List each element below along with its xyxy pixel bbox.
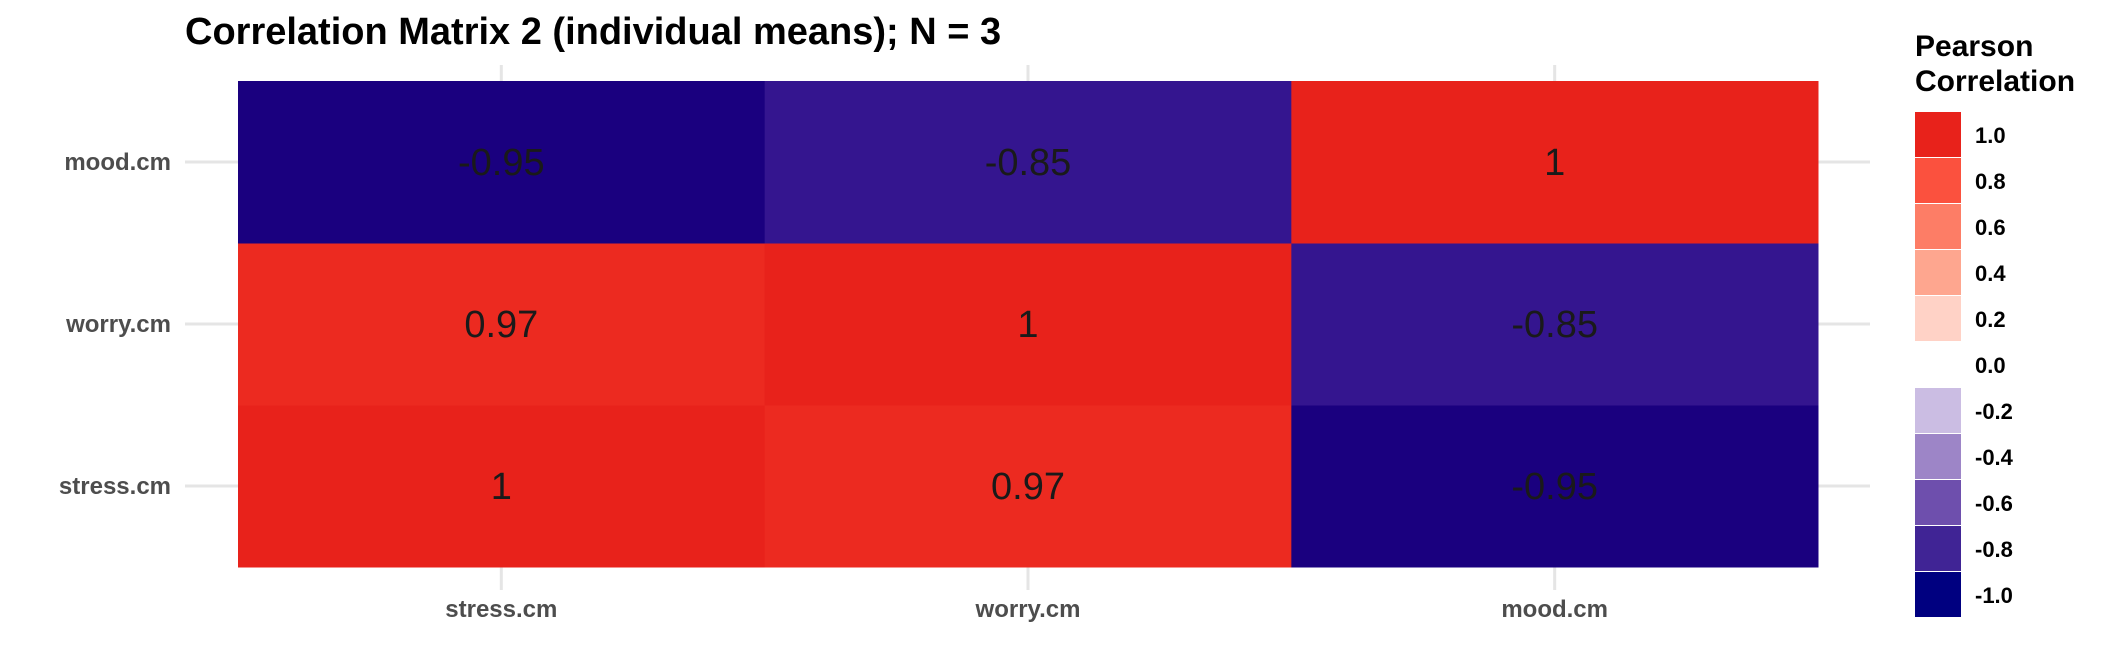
cell-value-label: -0.95 xyxy=(458,142,545,184)
legend-label: 0.0 xyxy=(1975,353,2006,378)
legend-key xyxy=(1915,204,1961,249)
axis-ticks: stress.cm worry.cm mood.cm stress.cm worry.c… xyxy=(59,149,1608,623)
legend-label: 0.4 xyxy=(1975,261,2006,286)
cell-value-label: -0.95 xyxy=(1511,466,1598,508)
legend-key xyxy=(1915,296,1961,341)
legend-label: -0.8 xyxy=(1975,537,2013,562)
legend-key xyxy=(1915,572,1961,617)
heatmap-cell-stress.cm-stress.cm xyxy=(238,405,766,568)
heatmap-cell-stress.cm-worry.cm xyxy=(764,405,1292,568)
heatmap-cell-worry.cm-mood.cm xyxy=(1291,243,1819,406)
legend-key xyxy=(1915,158,1961,203)
cell-value-label: 0.97 xyxy=(464,304,538,346)
legend-key xyxy=(1915,526,1961,571)
cell-value-label: 0.97 xyxy=(991,466,1065,508)
heatmap-cells: 1 0.97 -0.95 0.97 1 -0.85 -0.95 -0.85 1 xyxy=(238,81,1819,568)
heatmap-cell-mood.cm-mood.cm xyxy=(1291,81,1819,244)
legend-key xyxy=(1915,388,1961,433)
legend-label: 0.6 xyxy=(1975,215,2006,240)
cell-value-label: 1 xyxy=(491,466,512,508)
legend-label: 1.0 xyxy=(1975,123,2006,148)
heatmap-cell-worry.cm-stress.cm xyxy=(238,243,766,406)
legend-key xyxy=(1915,480,1961,525)
legend-label: 0.2 xyxy=(1975,307,2006,332)
legend-key xyxy=(1915,342,1961,387)
cell-value-label: 1 xyxy=(1017,304,1038,346)
cell-value-label: -0.85 xyxy=(1511,304,1598,346)
legend-label: -0.4 xyxy=(1975,445,2014,470)
legend-label: 0.8 xyxy=(1975,169,2006,194)
legend-key xyxy=(1915,112,1961,157)
chart-title: Correlation Matrix 2 (individual means);… xyxy=(185,11,1001,53)
y-tick-label: mood.cm xyxy=(64,149,171,176)
heatmap-cell-stress.cm-mood.cm xyxy=(1291,405,1819,568)
cell-value-label: -0.85 xyxy=(985,142,1072,184)
heatmap-cell-mood.cm-stress.cm xyxy=(238,81,766,244)
legend-label: -1.0 xyxy=(1975,583,2013,608)
y-tick-label: worry.cm xyxy=(65,311,171,338)
legend-title: Pearson xyxy=(1915,30,2033,63)
y-tick-label: stress.cm xyxy=(59,473,171,500)
cell-value-label: 1 xyxy=(1544,142,1565,184)
legend-label: -0.6 xyxy=(1975,491,2013,516)
x-tick-label: worry.cm xyxy=(975,596,1081,623)
x-tick-label: mood.cm xyxy=(1501,596,1608,623)
heatmap-cell-worry.cm-worry.cm xyxy=(764,243,1292,406)
x-tick-label: stress.cm xyxy=(445,596,557,623)
legend-title: Correlation xyxy=(1915,65,2075,98)
legend-key xyxy=(1915,250,1961,295)
legend-key xyxy=(1915,434,1961,479)
legend-label: -0.2 xyxy=(1975,399,2013,424)
heatmap-cell-mood.cm-worry.cm xyxy=(764,81,1292,244)
